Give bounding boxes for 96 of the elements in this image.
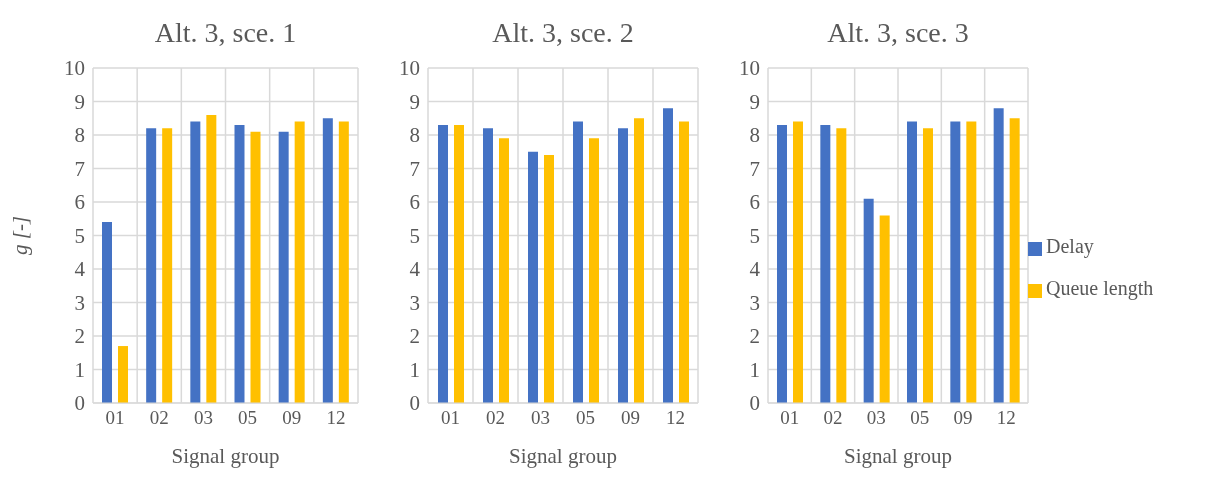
bar: [836, 128, 847, 403]
bar: [338, 121, 349, 403]
bar: [923, 128, 933, 403]
bar: [950, 121, 961, 403]
x-tick-label: 05: [238, 407, 258, 429]
x-axis-title: Signal group: [509, 444, 617, 468]
bar: [573, 121, 583, 403]
y-tick-label: 6: [409, 190, 420, 215]
bar: [663, 108, 673, 403]
x-tick-label: 05: [576, 407, 595, 429]
y-tick-label: 7: [409, 156, 420, 181]
x-tick-label: 01: [105, 407, 125, 429]
y-tick-label: 5: [409, 223, 420, 248]
chart-title: Alt. 3, sce. 1: [153, 16, 298, 50]
x-tick-label: 02: [823, 407, 843, 429]
chart-title: Alt. 3, sce. 3: [826, 16, 970, 50]
bar: [278, 131, 289, 403]
bar: [1009, 118, 1020, 403]
bar: [544, 155, 554, 403]
x-tick-label: 12: [666, 407, 685, 429]
x-tick-label: 05: [910, 407, 930, 429]
bar: [322, 118, 333, 403]
x-tick-label: 09: [282, 407, 302, 429]
y-tick-label: 10: [739, 56, 760, 81]
y-tick-label: 2: [749, 324, 760, 349]
y-axis-title: g [-]: [8, 215, 33, 256]
y-tick-label: 3: [74, 290, 85, 315]
x-tick-label: 02: [149, 407, 169, 429]
x-tick-label: 01: [780, 407, 800, 429]
bar: [438, 124, 448, 403]
bar: [966, 121, 977, 403]
y-tick-label: 0: [749, 391, 760, 416]
x-tick-label: 09: [621, 407, 640, 429]
bar: [879, 215, 890, 403]
y-tick-label: 10: [399, 56, 420, 81]
y-tick-label: 4: [749, 257, 761, 282]
bar: [589, 138, 599, 403]
y-tick-label: 10: [64, 56, 85, 81]
bar: [777, 124, 787, 403]
y-tick-label: 8: [409, 123, 420, 148]
y-tick-label: 4: [409, 257, 421, 282]
bar: [793, 121, 803, 403]
bar: [162, 128, 173, 403]
bar: [528, 151, 538, 403]
legend-label: Delay: [1046, 235, 1094, 257]
y-tick-label: 2: [409, 324, 420, 349]
y-tick-label: 6: [74, 190, 85, 215]
bar: [907, 121, 917, 403]
bar: [499, 138, 509, 403]
x-tick-label: 12: [326, 407, 346, 429]
y-tick-label: 0: [409, 391, 420, 416]
y-tick-label: 8: [749, 123, 760, 148]
bar: [993, 108, 1004, 403]
y-tick-label: 8: [74, 123, 85, 148]
bar: [454, 124, 464, 403]
y-tick-label: 3: [409, 290, 420, 315]
y-tick-label: 7: [74, 156, 85, 181]
y-tick-label: 5: [74, 223, 85, 248]
x-axis-title: Signal group: [171, 444, 280, 468]
bar: [294, 121, 305, 403]
y-tick-label: 1: [749, 357, 760, 382]
y-tick-label: 4: [74, 257, 86, 282]
y-tick-label: 9: [749, 89, 760, 114]
bar: [634, 118, 644, 403]
x-tick-label: 03: [866, 407, 886, 429]
bar: [234, 124, 245, 403]
bar: [483, 128, 493, 403]
bar: [679, 121, 689, 403]
bar: [618, 128, 628, 403]
bar: [250, 131, 261, 403]
bar: [863, 198, 874, 403]
x-tick-label: 01: [441, 407, 460, 429]
y-tick-label: 2: [74, 324, 85, 349]
legend-label: Queue length: [1046, 277, 1154, 299]
y-tick-label: 1: [409, 357, 420, 382]
bar: [820, 124, 831, 403]
bar: [190, 121, 201, 403]
bar: [146, 128, 157, 403]
chart-title: Alt. 3, sce. 2: [491, 16, 635, 50]
x-tick-label: 03: [193, 407, 213, 429]
y-tick-label: 3: [749, 290, 760, 315]
y-tick-label: 9: [409, 89, 420, 114]
x-axis-title: Signal group: [844, 444, 952, 468]
x-tick-label: 03: [531, 407, 550, 429]
y-tick-label: 9: [74, 89, 85, 114]
y-tick-label: 5: [749, 223, 760, 248]
x-tick-label: 09: [953, 407, 973, 429]
y-tick-label: 0: [74, 391, 85, 416]
x-tick-label: 12: [996, 407, 1016, 429]
y-tick-label: 7: [749, 156, 760, 181]
bar: [118, 346, 128, 403]
y-tick-label: 1: [74, 357, 85, 382]
bar: [102, 222, 112, 403]
bar: [206, 114, 217, 403]
y-tick-label: 6: [749, 190, 760, 215]
x-tick-label: 02: [486, 407, 505, 429]
